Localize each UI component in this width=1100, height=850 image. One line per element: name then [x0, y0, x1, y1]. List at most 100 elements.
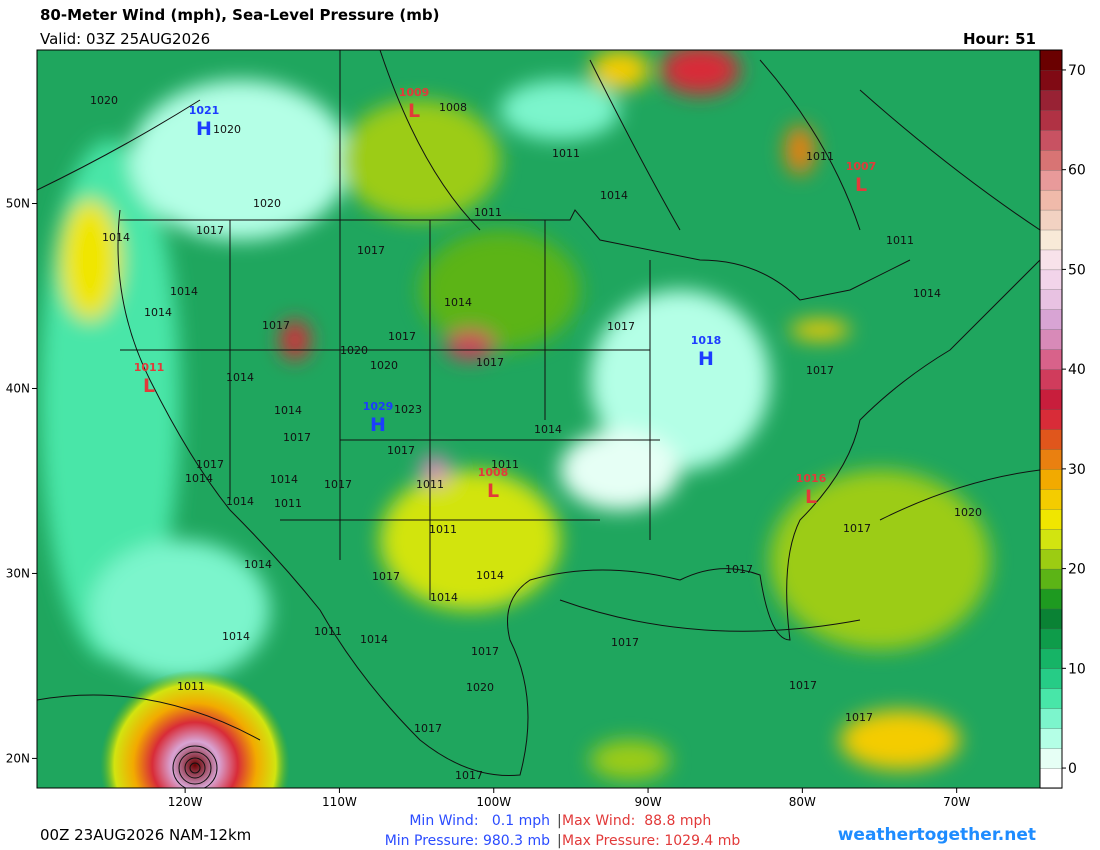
colorbar-swatch [1039, 608, 1063, 630]
isobar-label: 1011 [474, 206, 502, 219]
min-pressure: Min Pressure: 980.3 mb [385, 833, 550, 849]
isobar-label: 1017 [262, 319, 290, 332]
colorbar-swatch [1039, 249, 1063, 271]
colorbar-tick-label: 20 [1068, 562, 1086, 578]
isobar-label: 1017 [471, 645, 499, 658]
pressure-center-letter: L [855, 174, 867, 196]
isobar-label: 1014 [476, 569, 504, 582]
pressure-center-value: 1018 [691, 334, 722, 347]
pressure-center-value: 1008 [478, 466, 509, 479]
isobar-label: 1014 [226, 495, 254, 508]
pressure-center-letter: H [370, 414, 386, 436]
pressure-center-letter: H [698, 348, 714, 370]
isobar-label: 1008 [439, 101, 467, 114]
y-tick-label: 30N [6, 566, 30, 580]
isobar-label: 1017 [607, 320, 635, 333]
isobar-label: 1014 [430, 591, 458, 604]
pressure-center-letter: H [196, 118, 212, 140]
max-wind: Max Wind: 88.8 mph [562, 813, 711, 829]
colorbar-tick-label: 50 [1068, 262, 1086, 278]
pressure-center-value: 1007 [846, 160, 877, 173]
isobar-label: 1020 [466, 681, 494, 694]
isobar-label: 1017 [845, 711, 873, 724]
isobar-label: 1014 [244, 558, 272, 571]
isobar-label: 1014 [170, 285, 198, 298]
y-tick-label: 20N [6, 751, 30, 765]
isobar-label: 1014 [600, 189, 628, 202]
colorbar-swatch [1039, 269, 1063, 291]
colorbar-tick-label: 0 [1068, 761, 1077, 777]
isobar-label: 1011 [177, 680, 205, 693]
x-tick-label: 70W [943, 795, 970, 809]
colorbar-swatch [1039, 309, 1063, 330]
colorbar-tick-label: 40 [1068, 362, 1086, 378]
colorbar-tick-label: 30 [1068, 462, 1086, 478]
forecast-hour: Hour: 51 [963, 30, 1036, 48]
isobar-label: 1017 [283, 431, 311, 444]
isobar-label: 1011 [806, 150, 834, 163]
colorbar-swatch [1039, 468, 1063, 490]
x-tick-label: 90W [634, 795, 661, 809]
pressure-center-value: 1016 [796, 472, 827, 485]
separator: | [557, 813, 562, 829]
colorbar-swatch [1039, 628, 1063, 650]
pressure-center-value: 1009 [399, 86, 430, 99]
x-tick-label: 80W [789, 795, 816, 809]
isobar-label: 1020 [213, 123, 241, 136]
colorbar-swatch [1039, 149, 1063, 171]
isobar-label: 1011 [314, 625, 342, 638]
colorbar-swatch [1039, 329, 1063, 350]
isobar-label: 1011 [274, 497, 302, 510]
colorbar-swatch [1039, 368, 1063, 390]
model-run: 00Z 23AUG2026 NAM-12km [40, 826, 251, 844]
colorbar-swatch [1039, 89, 1063, 111]
isobar-label: 1014 [185, 472, 213, 485]
isobar-label: 1011 [886, 234, 914, 247]
isobar-label: 1011 [429, 523, 457, 536]
colorbar-swatch [1039, 728, 1063, 749]
colorbar-swatch [1039, 229, 1063, 251]
colorbar: 0 10 20 30 40 50 60 70 [1039, 49, 1086, 789]
isobar-label: 1020 [370, 359, 398, 372]
pressure-center-value: 1011 [134, 361, 165, 374]
colorbar-swatch [1039, 169, 1063, 191]
isobar-label: 1017 [789, 679, 817, 692]
isobar-label: 1017 [806, 364, 834, 377]
isobar-label: 1017 [476, 356, 504, 369]
colorbar-frame [1039, 49, 1063, 789]
pressure-center-value: 1029 [363, 400, 394, 413]
y-tick-label: 50N [6, 197, 30, 211]
colorbar-swatch [1039, 289, 1063, 310]
colorbar-swatch [1039, 767, 1063, 789]
isobar-label: 1014 [274, 404, 302, 417]
colorbar-swatch [1039, 448, 1063, 470]
colorbar-swatch [1039, 508, 1063, 530]
pressure-center-letter: L [487, 480, 499, 502]
isobar-label: 1017 [388, 330, 416, 343]
isobar-label: 1017 [725, 563, 753, 576]
colorbar-swatch [1039, 408, 1063, 430]
pressure-center-letter: L [143, 375, 155, 397]
colorbar-swatch [1039, 688, 1063, 709]
isobar-label: 1017 [455, 769, 483, 782]
colorbar-tick-label: 10 [1068, 661, 1086, 677]
isobar-label: 1017 [196, 458, 224, 471]
colorbar-swatch [1039, 129, 1063, 151]
x-tick-label: 120W [168, 795, 203, 809]
y-tick-label: 40N [6, 381, 30, 395]
isobar-label: 1017 [387, 444, 415, 457]
isobar-label: 1017 [357, 244, 385, 257]
isobar-label: 1017 [414, 722, 442, 735]
colorbar-swatch [1039, 49, 1063, 71]
isobar-label: 1020 [90, 94, 118, 107]
colorbar-swatch [1039, 668, 1063, 689]
isobar-label: 1014 [270, 473, 298, 486]
isobar-label: 1014 [534, 423, 562, 436]
colorbar-swatch [1039, 349, 1063, 370]
isobar-label: 1014 [444, 296, 472, 309]
separator: | [557, 833, 562, 849]
colorbar-swatch [1039, 648, 1063, 669]
colorbar-tick-label: 70 [1068, 63, 1086, 79]
x-tick-label: 100W [476, 795, 511, 809]
